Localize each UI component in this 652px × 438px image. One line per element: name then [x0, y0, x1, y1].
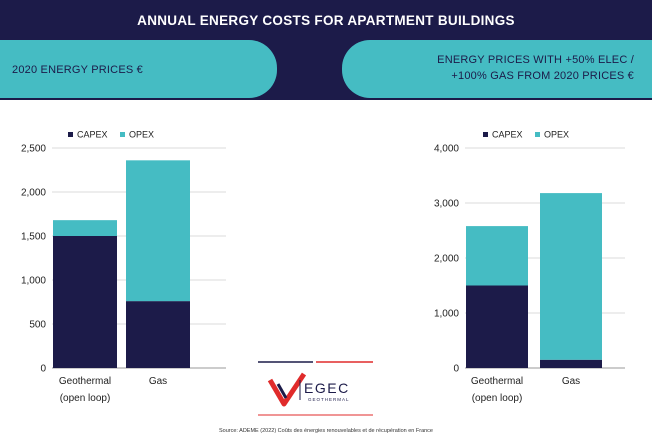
left-legend-swatch — [120, 132, 125, 137]
left-banner: 2020 ENERGY PRICES € — [0, 40, 277, 98]
left-category-label: Gas — [149, 376, 167, 387]
right-category-label: Geothermal — [471, 376, 523, 387]
right-ytick-label: 1,000 — [434, 309, 459, 320]
right-ytick-label: 3,000 — [434, 199, 459, 210]
right-legend-swatch — [535, 132, 540, 137]
check-icon — [267, 372, 307, 407]
left-bar-opex — [126, 160, 190, 302]
check-accent-icon — [276, 383, 288, 399]
right-ytick-label: 4,000 — [434, 144, 459, 155]
right-bar-opex — [540, 193, 602, 360]
logo-brand: EGEC — [304, 380, 350, 396]
left-bar-capex — [126, 301, 190, 368]
left-ytick-label: 1,000 — [21, 276, 46, 287]
right-bar-opex — [466, 226, 528, 286]
right-ytick-label: 2,000 — [434, 254, 459, 265]
right-legend-label: OPEX — [544, 130, 569, 140]
right-banner-label: ENERGY PRICES WITH +50% ELEC / +100% GAS… — [344, 52, 634, 84]
left-bar-opex — [53, 220, 117, 236]
egec-logo: EGEC GEOTHERMAL — [258, 361, 373, 416]
left-legend-label: OPEX — [129, 130, 154, 140]
page-title: ANNUAL ENERGY COSTS FOR APARTMENT BUILDI… — [137, 13, 515, 28]
logo-sub: GEOTHERMAL — [308, 397, 350, 402]
chart-2020-prices: 0 500 1,000 1,500 2,000 2,500 CAPEX OPEX Geother… — [21, 130, 226, 404]
source-note: Source: ADEME (2022) Coûts des énergies … — [218, 428, 433, 434]
left-ytick-label: 0 — [40, 364, 46, 375]
right-legend-swatch — [483, 132, 488, 137]
right-category-label: Gas — [562, 376, 580, 387]
left-category-label: (open loop) — [60, 393, 111, 404]
right-category-label: (open loop) — [472, 393, 523, 404]
right-ytick-label: 0 — [453, 364, 459, 375]
right-legend-label: CAPEX — [492, 130, 523, 140]
right-banner: ENERGY PRICES WITH +50% ELEC / +100% GAS… — [342, 40, 652, 98]
left-banner-label: 2020 ENERGY PRICES € — [12, 64, 143, 76]
left-ytick-label: 2,000 — [21, 188, 46, 199]
right-banner-line2: +100% GAS FROM 2020 PRICES € — [451, 70, 634, 82]
left-category-label: Geothermal — [59, 376, 111, 387]
chart-increased-prices: 0 1,000 2,000 3,000 4,000 CAPEX OPEX Geothermal… — [434, 130, 625, 404]
left-ytick-label: 1,500 — [21, 232, 46, 243]
left-legend-label: CAPEX — [77, 130, 108, 140]
left-legend-swatch — [68, 132, 73, 137]
left-bar-capex — [53, 236, 117, 368]
right-banner-line1: ENERGY PRICES WITH +50% ELEC / — [437, 54, 634, 66]
left-ytick-label: 500 — [29, 320, 46, 331]
left-ytick-label: 2,500 — [21, 144, 46, 155]
right-bar-capex — [466, 285, 528, 368]
right-bar-capex — [540, 359, 602, 368]
